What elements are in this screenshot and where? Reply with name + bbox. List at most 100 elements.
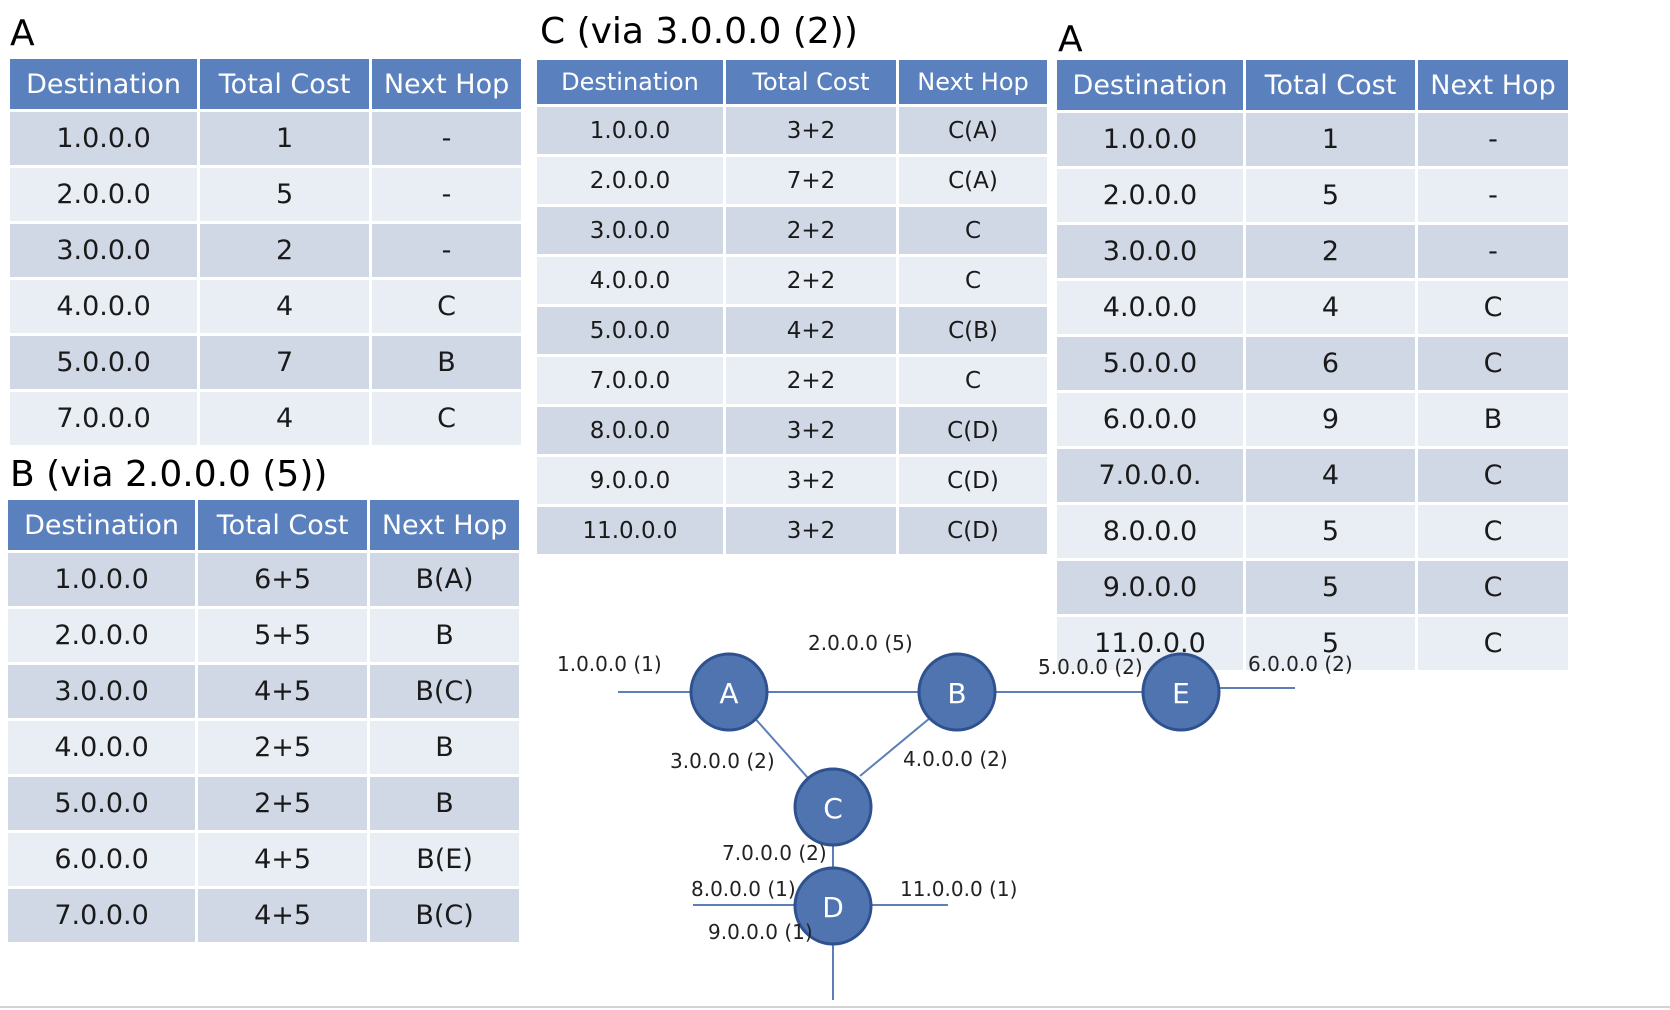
cell-destination: 1.0.0.0 <box>8 553 196 606</box>
table-row: 3.0.0.0 2- <box>1057 225 1568 278</box>
cell-destination: 2.0.0.0 <box>1057 169 1243 222</box>
cell-total-cost: 5+5 <box>198 609 368 662</box>
cell-total-cost: 2+2 <box>726 207 896 254</box>
slide-bottom-rule <box>0 1006 1670 1008</box>
link-3-line <box>751 714 809 779</box>
cell-total-cost: 2+2 <box>726 357 896 404</box>
col-destination: Destination <box>10 59 198 109</box>
node-label: B <box>947 677 966 710</box>
cell-next-hop: C <box>899 207 1047 254</box>
table-row: 11.0.0.0 3+2 C(D) <box>537 507 1047 554</box>
cell-total-cost: 4+5 <box>198 833 368 886</box>
cell-destination: 3.0.0.0 <box>1057 225 1243 278</box>
cell-total-cost: 4 <box>1246 281 1415 334</box>
link-label-11: 11.0.0.0 (1) <box>900 877 1017 901</box>
cell-total-cost: 4+5 <box>198 889 368 942</box>
cell-destination: 9.0.0.0 <box>1057 561 1243 614</box>
router-node-b: B <box>917 652 997 732</box>
table-row: 7.0.0.0 4+5 B(C) <box>8 889 519 942</box>
table-row: 4.0.0.0 4 C <box>1057 281 1568 334</box>
cell-destination: 4.0.0.0 <box>8 721 196 774</box>
node-label: E <box>1172 677 1190 710</box>
table-row: 11.0.0.0 5 C <box>1057 617 1568 670</box>
cell-destination: 7.0.0.0 <box>537 357 723 404</box>
col-destination: Destination <box>1057 60 1243 110</box>
title-a-initial: A <box>10 13 35 54</box>
table-row: 3.0.0.0 4+5 B(C) <box>8 665 519 718</box>
router-node-a: A <box>689 652 769 732</box>
cell-next-hop: - <box>372 112 521 165</box>
link-label-3: 3.0.0.0 (2) <box>670 749 775 773</box>
table-row: 3.0.0.0 2+2 C <box>537 207 1047 254</box>
cell-next-hop: C <box>1418 337 1568 390</box>
cell-next-hop: C(D) <box>899 457 1047 504</box>
table-row: 1.0.0.0 6+5 B(A) <box>8 553 519 606</box>
table-row: 5.0.0.0 7 B <box>10 336 521 389</box>
cell-next-hop: - <box>1418 225 1568 278</box>
col-next-hop: Next Hop <box>372 59 521 109</box>
table-row: 8.0.0.0 3+2 C(D) <box>537 407 1047 454</box>
cell-destination: 6.0.0.0 <box>1057 393 1243 446</box>
cell-destination: 8.0.0.0 <box>537 407 723 454</box>
cell-total-cost: 3+2 <box>726 507 896 554</box>
node-label: A <box>719 677 738 710</box>
cell-total-cost: 3+2 <box>726 107 896 154</box>
table-row: 2.0.0.0 7+2 C(A) <box>537 157 1047 204</box>
cell-destination: 2.0.0.0 <box>537 157 723 204</box>
cell-destination: 4.0.0.0 <box>10 280 198 333</box>
node-label: C <box>823 792 843 825</box>
cell-next-hop: B <box>370 777 519 830</box>
cell-total-cost: 9 <box>1246 393 1415 446</box>
table-row: 2.0.0.0 5+5 B <box>8 609 519 662</box>
col-total-cost: Total Cost <box>198 500 368 550</box>
cell-total-cost: 2+5 <box>198 777 368 830</box>
cell-destination: 5.0.0.0 <box>10 336 198 389</box>
table-row: 2.0.0.0 5- <box>1057 169 1568 222</box>
table-row: 4.0.0.0 2+2 C <box>537 257 1047 304</box>
cell-next-hop: C(D) <box>899 507 1047 554</box>
cell-total-cost: 7 <box>200 336 370 389</box>
cell-next-hop: B <box>370 721 519 774</box>
cell-destination: 2.0.0.0 <box>10 168 198 221</box>
cell-next-hop: - <box>372 224 521 277</box>
cell-next-hop: C(A) <box>899 157 1047 204</box>
link-label-2: 2.0.0.0 (5) <box>808 631 913 655</box>
cell-next-hop: C <box>1418 617 1568 670</box>
link-label-6: 6.0.0.0 (2) <box>1248 652 1353 676</box>
table-row: 7.0.0.0 4 C <box>10 392 521 445</box>
cell-next-hop: C(A) <box>899 107 1047 154</box>
cell-total-cost: 5 <box>1246 505 1415 558</box>
cell-next-hop: - <box>1418 113 1568 166</box>
cell-total-cost: 6 <box>1246 337 1415 390</box>
table-row: 1.0.0.0 3+2 C(A) <box>537 107 1047 154</box>
table-row: 7.0.0.0. 4 C <box>1057 449 1568 502</box>
link-label-7: 7.0.0.0 (2) <box>722 841 827 865</box>
cell-total-cost: 5 <box>200 168 370 221</box>
cell-destination: 3.0.0.0 <box>8 665 196 718</box>
link-label-4: 4.0.0.0 (2) <box>903 747 1008 771</box>
cell-total-cost: 4 <box>200 392 370 445</box>
node-label: D <box>822 891 844 924</box>
cell-total-cost: 5 <box>1246 617 1415 670</box>
table-row: 2.0.0.0 5- <box>10 168 521 221</box>
link-label-8: 8.0.0.0 (1) <box>691 877 796 901</box>
cell-next-hop: C <box>372 280 521 333</box>
cell-destination: 1.0.0.0 <box>537 107 723 154</box>
title-c-via: C (via 3.0.0.0 (2)) <box>540 11 858 52</box>
cell-destination: 7.0.0.0 <box>8 889 196 942</box>
cell-total-cost: 3+2 <box>726 407 896 454</box>
cell-next-hop: C <box>372 392 521 445</box>
table-row: 9.0.0.0 5 C <box>1057 561 1568 614</box>
cell-next-hop: C <box>899 357 1047 404</box>
cell-total-cost: 2 <box>200 224 370 277</box>
table-row: 7.0.0.0 2+2 C <box>537 357 1047 404</box>
cell-total-cost: 5 <box>1246 169 1415 222</box>
table-row: 4.0.0.0 2+5 B <box>8 721 519 774</box>
col-total-cost: Total Cost <box>726 60 896 104</box>
cell-destination: 9.0.0.0 <box>537 457 723 504</box>
table-row: 6.0.0.0 4+5 B(E) <box>8 833 519 886</box>
table-row: 8.0.0.0 5 C <box>1057 505 1568 558</box>
cell-next-hop: C <box>1418 449 1568 502</box>
cell-next-hop: - <box>372 168 521 221</box>
